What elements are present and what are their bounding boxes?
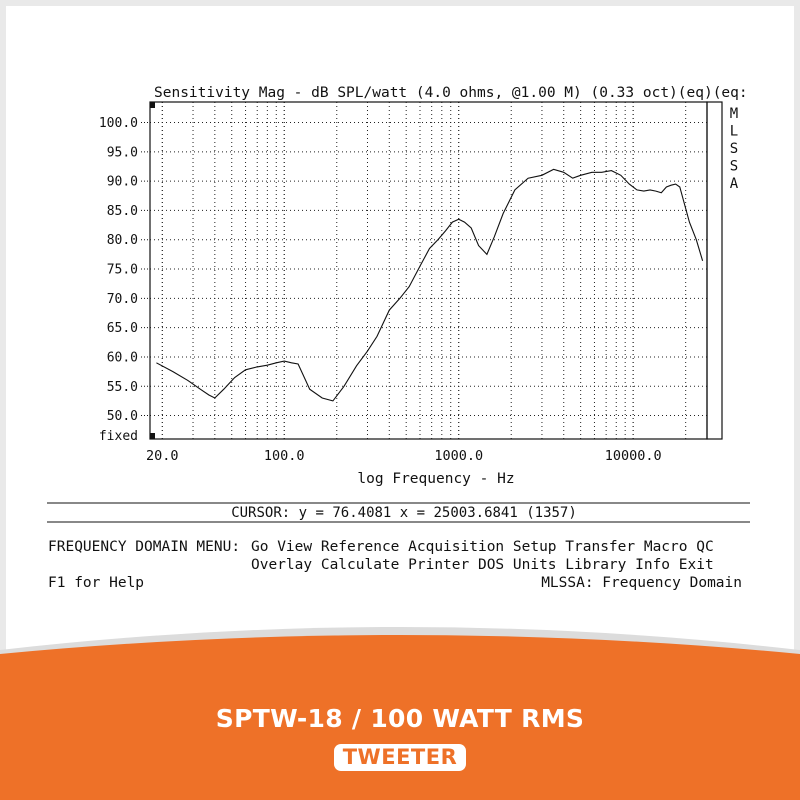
y-tick-label: 50.0 bbox=[107, 409, 138, 424]
y-tick-labels: 100.0 95.0 90.0 85.0 80.0 75.0 70.0 65.0 60.0 55.… bbox=[99, 116, 150, 424]
mode-indicator: MLSSA: Frequency Domain bbox=[541, 575, 742, 591]
y-bottom-label: fixed bbox=[99, 429, 138, 444]
menu-row-2[interactable]: Overlay Calculate Printer DOS Units Libr… bbox=[251, 557, 714, 573]
bottom-marker bbox=[150, 433, 155, 439]
x-tick-label: 1000.0 bbox=[434, 448, 483, 464]
y-tick-label: 55.0 bbox=[107, 380, 138, 395]
y-tick-label: 75.0 bbox=[107, 263, 138, 278]
series-line bbox=[156, 168, 704, 402]
x-tick-label: 10000.0 bbox=[605, 448, 662, 464]
y-tick-label: 70.0 bbox=[107, 292, 138, 307]
y-tick-label: 60.0 bbox=[107, 350, 138, 365]
y-tick-label: 65.0 bbox=[107, 321, 138, 336]
menu-label: FREQUENCY DOMAIN MENU: bbox=[48, 539, 241, 555]
side-label-letter: M bbox=[730, 106, 738, 122]
cursor-readout: CURSOR: y = 76.4081 x = 25003.6841 (1357… bbox=[231, 505, 577, 521]
plot-frame bbox=[149, 101, 708, 440]
y-tick-label: 80.0 bbox=[107, 233, 138, 248]
y-tick-label: 100.0 bbox=[99, 116, 138, 131]
side-label: MLSSA bbox=[730, 106, 739, 192]
banner-wave bbox=[0, 635, 800, 800]
side-panel-frame bbox=[706, 101, 723, 440]
chart-grid bbox=[150, 102, 707, 439]
product-title: SPTW-18 / 100 WATT RMS bbox=[215, 704, 585, 733]
frequency-response-chart: Sensitivity Mag - dB SPL/watt (4.0 ohms,… bbox=[47, 85, 750, 523]
menu-row-1[interactable]: Go View Reference Acquisition Setup Tran… bbox=[251, 539, 714, 555]
product-banner bbox=[0, 612, 800, 800]
side-label-letter: S bbox=[730, 141, 738, 157]
y-tick-label: 95.0 bbox=[107, 145, 138, 160]
side-label-letter: L bbox=[730, 124, 738, 140]
x-axis-label: log Frequency - Hz bbox=[357, 471, 514, 487]
side-label-letter: A bbox=[730, 176, 739, 192]
x-tick-labels: 20.0 100.0 1000.0 10000.0 bbox=[146, 448, 662, 464]
product-badge: TWEETER bbox=[333, 744, 467, 771]
y-tick-label: 90.0 bbox=[107, 175, 138, 190]
chart-title: Sensitivity Mag - dB SPL/watt (4.0 ohms,… bbox=[154, 85, 748, 101]
top-marker bbox=[150, 102, 155, 108]
x-tick-label: 100.0 bbox=[264, 448, 305, 464]
help-hint: F1 for Help bbox=[48, 575, 145, 591]
side-label-letter: S bbox=[730, 159, 738, 175]
y-tick-label: 85.0 bbox=[107, 204, 138, 219]
x-tick-label: 20.0 bbox=[146, 448, 179, 464]
